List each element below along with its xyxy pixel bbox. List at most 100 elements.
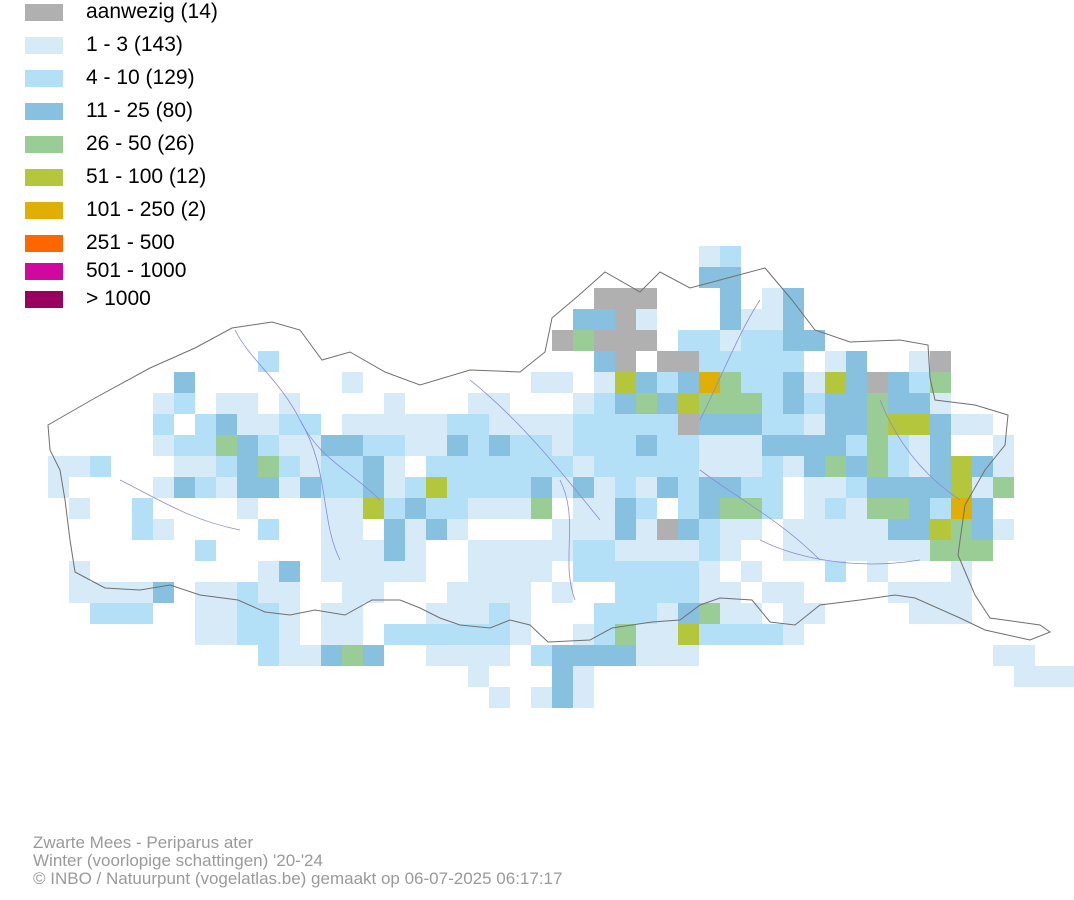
grid-cell xyxy=(699,393,720,414)
grid-cell xyxy=(783,288,804,309)
grid-cell xyxy=(804,435,825,456)
grid-cell xyxy=(342,477,363,498)
grid-cell xyxy=(174,393,195,414)
legend-label: 1 - 3 (143) xyxy=(86,33,183,56)
grid-cell xyxy=(342,582,363,603)
grid-cell xyxy=(552,666,573,687)
grid-cell xyxy=(846,414,867,435)
grid-cell xyxy=(720,246,741,267)
grid-cell xyxy=(951,540,972,561)
grid-cell xyxy=(552,687,573,708)
grid-cell xyxy=(552,414,573,435)
grid-cell xyxy=(363,561,384,582)
grid-cell xyxy=(741,309,762,330)
legend-swatch xyxy=(25,70,63,87)
grid-cell xyxy=(384,456,405,477)
grid-cell xyxy=(657,540,678,561)
grid-cell xyxy=(741,435,762,456)
grid-cell xyxy=(762,351,783,372)
grid-cell xyxy=(846,477,867,498)
grid-cell xyxy=(888,393,909,414)
grid-cell xyxy=(489,393,510,414)
grid-cell xyxy=(237,603,258,624)
grid-cell xyxy=(489,477,510,498)
grid-cell xyxy=(762,330,783,351)
grid-cell xyxy=(468,477,489,498)
grid-cell xyxy=(783,519,804,540)
grid-cell xyxy=(489,624,510,645)
grid-cell xyxy=(153,435,174,456)
grid-cell xyxy=(594,456,615,477)
grid-cell xyxy=(195,603,216,624)
grid-cell xyxy=(510,498,531,519)
grid-cell xyxy=(216,456,237,477)
grid-cell xyxy=(384,624,405,645)
grid-cell xyxy=(783,309,804,330)
grid-cell xyxy=(363,456,384,477)
grid-cell xyxy=(888,456,909,477)
grid-cell xyxy=(363,477,384,498)
grid-cell xyxy=(447,435,468,456)
grid-cell xyxy=(363,435,384,456)
grid-cell xyxy=(321,435,342,456)
grid-cell xyxy=(342,624,363,645)
grid-cell xyxy=(720,435,741,456)
grid-cell xyxy=(573,309,594,330)
grid-cell xyxy=(489,435,510,456)
grid-cell xyxy=(636,309,657,330)
grid-cell xyxy=(531,561,552,582)
grid-cell xyxy=(531,687,552,708)
grid-cell xyxy=(615,519,636,540)
grid-cell xyxy=(636,288,657,309)
grid-cell xyxy=(657,414,678,435)
grid-cell xyxy=(699,498,720,519)
grid-cell xyxy=(951,498,972,519)
grid-cell xyxy=(300,414,321,435)
grid-cell xyxy=(237,456,258,477)
grid-cell xyxy=(720,288,741,309)
grid-cell xyxy=(615,477,636,498)
grid-cell xyxy=(447,477,468,498)
grid-cell xyxy=(384,435,405,456)
grid-cell xyxy=(699,624,720,645)
grid-cell xyxy=(951,477,972,498)
grid-cell xyxy=(846,435,867,456)
grid-cell xyxy=(1035,666,1056,687)
grid-cell xyxy=(258,561,279,582)
grid-cell xyxy=(867,435,888,456)
grid-cell xyxy=(615,624,636,645)
grid-cell xyxy=(531,372,552,393)
grid-cell xyxy=(573,498,594,519)
grid-cell xyxy=(846,456,867,477)
grid-cell xyxy=(321,456,342,477)
grid-cell xyxy=(909,519,930,540)
grid-cell xyxy=(321,561,342,582)
grid-cell xyxy=(594,540,615,561)
grid-cell xyxy=(216,414,237,435)
grid-cell xyxy=(951,456,972,477)
grid-cell xyxy=(279,624,300,645)
grid-cell xyxy=(741,519,762,540)
grid-cell xyxy=(573,519,594,540)
grid-cell xyxy=(909,540,930,561)
grid-cell xyxy=(531,435,552,456)
grid-cell xyxy=(888,414,909,435)
grid-cell xyxy=(930,351,951,372)
grid-cell xyxy=(237,435,258,456)
grid-cell xyxy=(678,540,699,561)
grid-cell xyxy=(678,645,699,666)
grid-cell xyxy=(594,372,615,393)
grid-cell xyxy=(657,456,678,477)
grid-cell xyxy=(489,456,510,477)
grid-cell xyxy=(594,561,615,582)
grid-cell xyxy=(741,477,762,498)
legend-label: 251 - 500 xyxy=(86,231,175,254)
grid-cell xyxy=(216,603,237,624)
grid-cell xyxy=(636,603,657,624)
grid-cell xyxy=(951,414,972,435)
survey-period: Winter (voorlopige schattingen) '20-'24 xyxy=(33,851,323,870)
grid-cell xyxy=(972,477,993,498)
grid-cell xyxy=(699,246,720,267)
grid-cell xyxy=(804,477,825,498)
